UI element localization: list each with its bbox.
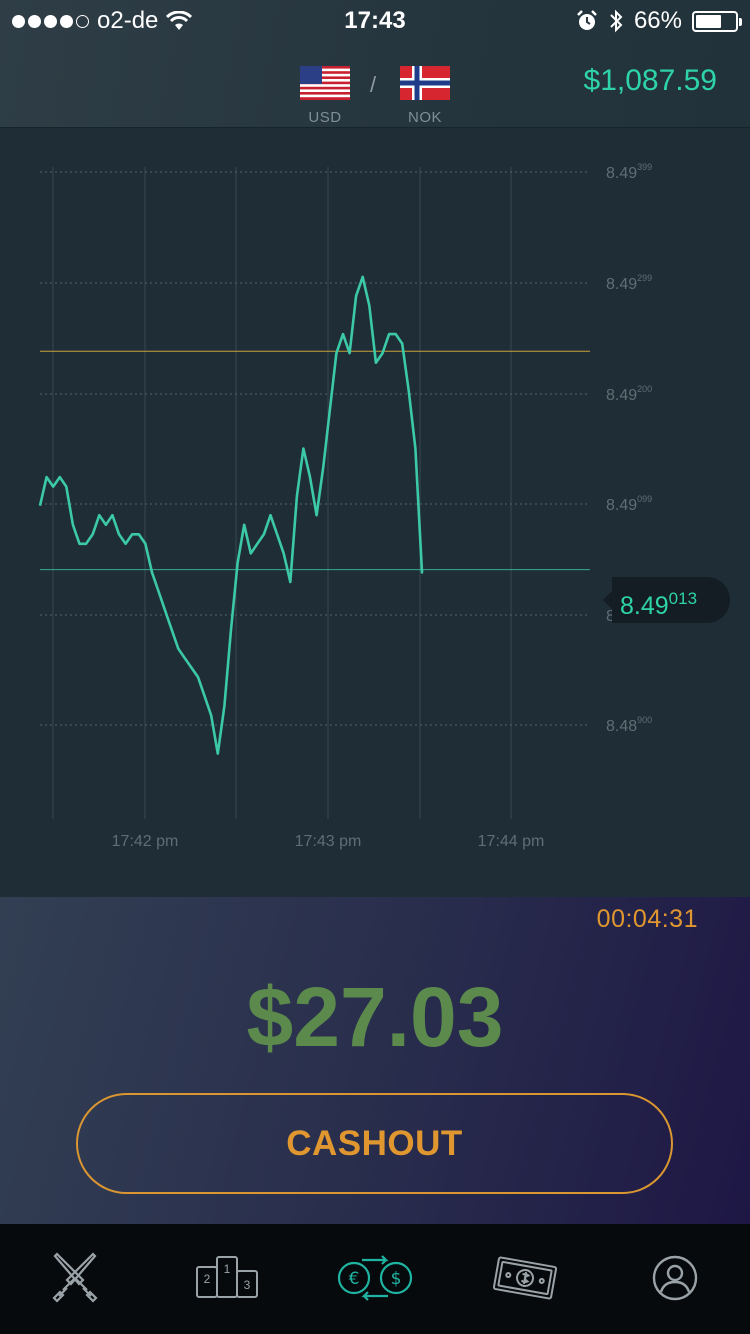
pair-separator: / xyxy=(370,72,377,97)
header: o2-de 17:43 66% xyxy=(0,0,750,128)
svg-text:€: € xyxy=(349,1269,360,1289)
wifi-icon xyxy=(166,11,193,30)
x-tick-label: 17:43 pm xyxy=(294,833,362,850)
signal-icon xyxy=(12,14,89,28)
bet-amount: $27.03 xyxy=(246,970,504,1064)
nav-leaderboard[interactable]: 2 1 3 xyxy=(180,1238,270,1318)
bluetooth-icon xyxy=(610,9,623,33)
norway-flag-icon xyxy=(400,66,450,100)
alarm-icon xyxy=(577,10,597,30)
nav-profile[interactable] xyxy=(630,1238,720,1318)
price-series-line xyxy=(38,275,424,755)
x-tick-label: 17:42 pm xyxy=(111,833,179,850)
y-tick-label: 8.49200 xyxy=(606,384,653,404)
y-tick-label: 8.49399 xyxy=(606,162,653,182)
status-time: 17:43 xyxy=(344,7,406,34)
account-balance: $1,087.59 xyxy=(583,64,717,97)
us-flag-icon xyxy=(300,66,350,100)
crossed-swords-icon xyxy=(52,1252,98,1303)
current-price-tag: 8.49013 xyxy=(603,577,730,623)
currency-exchange-icon: € $ xyxy=(337,1255,413,1301)
nav-exchange[interactable]: € $ xyxy=(330,1238,420,1318)
base-currency[interactable]: USD xyxy=(300,66,350,126)
price-chart[interactable]: 8.493998.492998.492008.490998.498.48900 … xyxy=(0,129,750,897)
user-profile-icon xyxy=(652,1255,698,1301)
current-price-main: 8.49 xyxy=(620,592,669,620)
x-tick-label: 17:44 pm xyxy=(477,833,545,850)
nav-battle[interactable] xyxy=(30,1238,120,1318)
currency-pair[interactable]: USD / NOK xyxy=(300,66,450,126)
cashout-button[interactable]: CASHOUT xyxy=(76,1093,673,1194)
svg-text:$: $ xyxy=(391,1269,402,1289)
nav-money[interactable] xyxy=(480,1238,570,1318)
svg-text:3: 3 xyxy=(244,1278,251,1292)
battery-percent: 66% xyxy=(633,7,682,34)
y-tick-label: 8.49099 xyxy=(606,494,653,514)
podium-icon: 2 1 3 xyxy=(196,1256,258,1298)
status-left: o2-de xyxy=(12,7,193,35)
status-right: 66% xyxy=(576,7,742,35)
bet-panel: 00:04:31 $27.03 CASHOUT xyxy=(0,897,750,1224)
chart-canvas xyxy=(38,167,590,819)
bottom-nav: 2 1 3 € $ xyxy=(0,1224,750,1334)
status-bar: o2-de 17:43 66% xyxy=(0,0,750,40)
svg-text:1: 1 xyxy=(224,1262,231,1276)
current-price-sup: 013 xyxy=(668,589,698,608)
quote-currency[interactable]: NOK xyxy=(400,66,450,126)
svg-text:2: 2 xyxy=(204,1272,211,1286)
y-tick-label: 8.49299 xyxy=(606,273,653,293)
countdown-timer: 00:04:31 xyxy=(596,905,698,933)
battery-icon xyxy=(692,10,742,32)
base-currency-label: USD xyxy=(308,109,342,126)
quote-currency-label: NOK xyxy=(407,109,442,126)
y-tick-label: 8.48900 xyxy=(606,715,653,735)
banknote-icon xyxy=(492,1256,558,1300)
carrier-label: o2-de xyxy=(97,7,159,34)
